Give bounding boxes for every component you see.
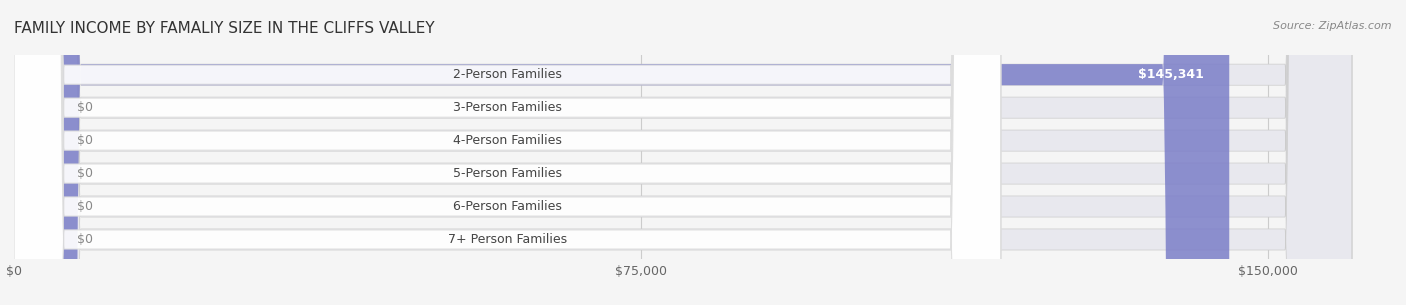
Text: $145,341: $145,341 — [1139, 68, 1204, 81]
FancyBboxPatch shape — [14, 0, 44, 305]
FancyBboxPatch shape — [14, 0, 44, 305]
Text: 7+ Person Families: 7+ Person Families — [447, 233, 567, 246]
FancyBboxPatch shape — [14, 0, 1351, 305]
Text: $0: $0 — [77, 233, 93, 246]
FancyBboxPatch shape — [14, 0, 1001, 305]
Text: $0: $0 — [77, 167, 93, 180]
FancyBboxPatch shape — [14, 0, 1001, 305]
Text: 3-Person Families: 3-Person Families — [453, 101, 562, 114]
FancyBboxPatch shape — [14, 0, 1351, 305]
FancyBboxPatch shape — [14, 0, 44, 305]
FancyBboxPatch shape — [14, 0, 1351, 305]
FancyBboxPatch shape — [14, 0, 44, 305]
Text: $0: $0 — [77, 101, 93, 114]
FancyBboxPatch shape — [14, 0, 44, 305]
Text: 6-Person Families: 6-Person Families — [453, 200, 562, 213]
FancyBboxPatch shape — [14, 0, 1351, 305]
FancyBboxPatch shape — [14, 0, 1229, 305]
Text: 4-Person Families: 4-Person Families — [453, 134, 562, 147]
FancyBboxPatch shape — [14, 0, 1001, 305]
Text: 5-Person Families: 5-Person Families — [453, 167, 562, 180]
FancyBboxPatch shape — [14, 0, 1001, 305]
Text: $0: $0 — [77, 200, 93, 213]
Text: FAMILY INCOME BY FAMALIY SIZE IN THE CLIFFS VALLEY: FAMILY INCOME BY FAMALIY SIZE IN THE CLI… — [14, 21, 434, 36]
FancyBboxPatch shape — [14, 0, 1351, 305]
Text: $0: $0 — [77, 134, 93, 147]
FancyBboxPatch shape — [14, 0, 1351, 305]
Text: Source: ZipAtlas.com: Source: ZipAtlas.com — [1274, 21, 1392, 31]
FancyBboxPatch shape — [14, 0, 1001, 305]
FancyBboxPatch shape — [14, 0, 1001, 305]
Text: 2-Person Families: 2-Person Families — [453, 68, 562, 81]
